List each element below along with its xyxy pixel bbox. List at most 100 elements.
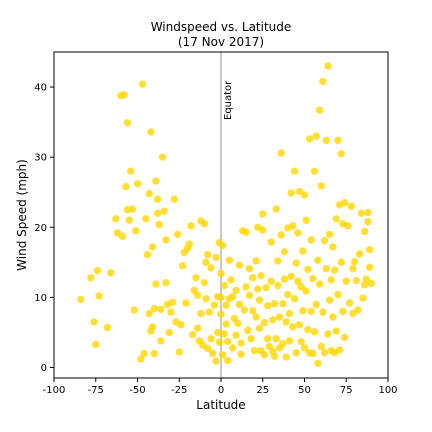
data-point bbox=[223, 356, 232, 365]
data-point bbox=[138, 80, 147, 88]
data-point bbox=[302, 287, 310, 295]
data-point bbox=[252, 257, 260, 265]
data-point bbox=[324, 330, 332, 338]
data-point bbox=[280, 248, 289, 256]
data-point bbox=[352, 276, 360, 285]
data-point bbox=[295, 321, 304, 329]
data-point bbox=[225, 256, 234, 264]
y-tick-label: 0 bbox=[41, 363, 47, 374]
data-point bbox=[227, 276, 235, 284]
data-point bbox=[232, 286, 240, 295]
data-point bbox=[162, 236, 170, 244]
data-point bbox=[284, 290, 292, 299]
data-point bbox=[287, 272, 295, 281]
x-tick-label: -50 bbox=[129, 385, 145, 396]
data-point bbox=[218, 241, 227, 250]
data-point bbox=[272, 335, 280, 343]
data-point bbox=[322, 136, 330, 145]
data-point bbox=[272, 205, 280, 213]
data-point bbox=[93, 267, 102, 275]
data-point bbox=[280, 275, 289, 283]
data-point bbox=[355, 250, 364, 258]
data-point bbox=[152, 280, 160, 288]
data-point bbox=[77, 295, 85, 304]
data-point bbox=[145, 189, 153, 198]
data-point bbox=[315, 106, 324, 114]
data-point bbox=[182, 299, 190, 307]
y-tick-label: 10 bbox=[34, 293, 47, 304]
data-point bbox=[202, 258, 210, 267]
data-point bbox=[213, 328, 222, 337]
data-point bbox=[319, 308, 327, 316]
data-point bbox=[249, 274, 257, 282]
data-point bbox=[217, 310, 225, 318]
x-tick-label: 75 bbox=[340, 385, 353, 396]
data-point bbox=[95, 292, 103, 300]
data-point bbox=[237, 339, 245, 347]
data-point bbox=[132, 227, 140, 235]
data-point bbox=[222, 320, 230, 328]
data-point bbox=[277, 231, 285, 239]
data-point bbox=[319, 77, 327, 86]
data-point bbox=[310, 328, 319, 336]
data-point bbox=[309, 349, 317, 358]
data-point bbox=[215, 338, 224, 346]
data-point bbox=[208, 349, 217, 358]
data-point bbox=[335, 346, 344, 354]
data-point bbox=[192, 274, 200, 282]
data-point bbox=[178, 262, 187, 270]
data-point bbox=[255, 296, 264, 304]
data-point bbox=[315, 280, 324, 288]
data-point bbox=[292, 259, 300, 267]
data-point bbox=[107, 269, 115, 277]
data-point bbox=[228, 344, 237, 352]
data-point bbox=[242, 228, 250, 236]
data-point bbox=[300, 191, 309, 199]
data-point bbox=[203, 250, 212, 259]
data-point bbox=[340, 333, 349, 342]
x-tick-label: 0 bbox=[218, 385, 224, 396]
data-point bbox=[202, 295, 210, 303]
data-point bbox=[212, 357, 220, 365]
data-point bbox=[222, 301, 230, 309]
data-point bbox=[220, 281, 229, 290]
data-point bbox=[193, 324, 202, 332]
data-point bbox=[329, 243, 337, 251]
data-point bbox=[257, 271, 265, 280]
chart-title-line2: (17 Nov 2017) bbox=[178, 35, 264, 49]
data-point bbox=[147, 128, 155, 136]
data-point bbox=[345, 299, 354, 307]
data-point bbox=[297, 283, 305, 291]
data-point bbox=[364, 208, 372, 217]
y-axis-ticks: 0 10 20 30 40 bbox=[34, 83, 54, 374]
data-point bbox=[327, 276, 335, 284]
data-point bbox=[289, 222, 297, 230]
data-point bbox=[274, 281, 282, 290]
data-point bbox=[92, 340, 100, 349]
data-point bbox=[127, 167, 135, 175]
x-tick-label: -100 bbox=[43, 385, 66, 396]
data-point bbox=[188, 330, 197, 339]
data-point bbox=[285, 309, 294, 318]
data-point bbox=[267, 277, 275, 285]
data-point bbox=[125, 216, 133, 224]
data-point bbox=[140, 349, 148, 358]
x-tick-label: -25 bbox=[171, 385, 187, 396]
data-point bbox=[162, 278, 170, 287]
data-point bbox=[274, 257, 282, 265]
data-point bbox=[155, 220, 163, 229]
data-point bbox=[153, 195, 162, 203]
data-point bbox=[350, 257, 359, 266]
data-point bbox=[167, 308, 175, 316]
data-point bbox=[250, 346, 259, 355]
data-point bbox=[218, 351, 227, 359]
x-axis-ticks: -100 -75 -50 -25 0 25 50 75 100 bbox=[43, 378, 398, 396]
data-point bbox=[123, 119, 132, 127]
data-point bbox=[200, 220, 208, 228]
data-point bbox=[143, 250, 152, 259]
data-point bbox=[309, 274, 317, 283]
data-point bbox=[207, 335, 215, 343]
data-point bbox=[152, 177, 160, 185]
data-point bbox=[148, 323, 157, 331]
